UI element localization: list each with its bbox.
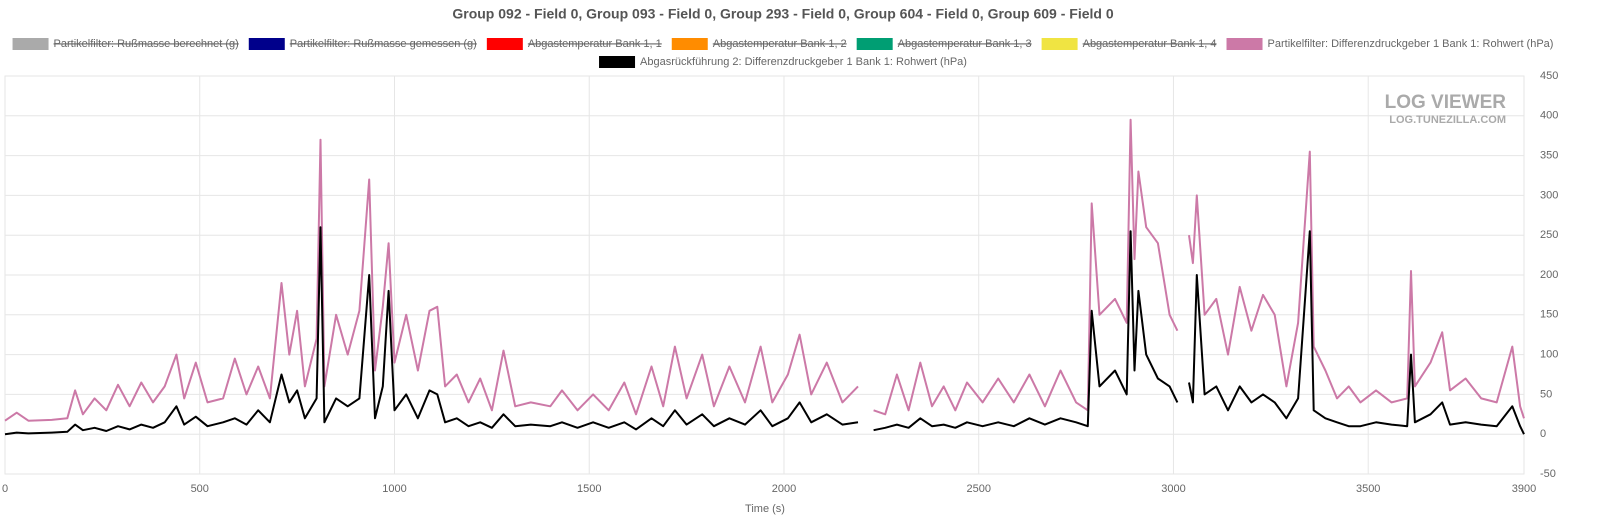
- y-tick-label: 400: [1540, 110, 1558, 122]
- legend-swatch: [12, 38, 49, 50]
- legend: Partikelfilter: Rußmasse berechnet (g) Pa…: [12, 38, 1554, 68]
- legend-label: Abgastemperatur Bank 1, 4: [1083, 38, 1217, 50]
- legend-label: Abgastemperatur Bank 1, 2: [713, 38, 847, 50]
- y-tick-label: 100: [1540, 349, 1558, 361]
- legend-label: Abgasrückführung 2: Differenzdruckgeber …: [640, 56, 967, 68]
- legend-label: Abgastemperatur Bank 1, 3: [898, 38, 1032, 50]
- y-tick-label: 200: [1540, 269, 1558, 281]
- x-tick-label: 2000: [772, 483, 796, 495]
- y-tick-label: 250: [1540, 229, 1558, 241]
- legend-item[interactable]: Abgasrückführung 2: Differenzdruckgeber …: [599, 56, 967, 68]
- x-tick-label: 1500: [577, 483, 601, 495]
- legend-swatch: [671, 38, 708, 50]
- x-tick-label: 1000: [382, 483, 406, 495]
- legend-label: Partikelfilter: Rußmasse berechnet (g): [54, 38, 239, 50]
- legend-item[interactable]: Partikelfilter: Rußmasse berechnet (g): [12, 38, 239, 50]
- legend-swatch: [248, 38, 285, 50]
- x-tick-label: 3500: [1356, 483, 1380, 495]
- y-tick-label: -50: [1540, 468, 1556, 480]
- watermark: LOG VIEWER: [1385, 92, 1507, 113]
- x-axis-title: Time (s): [745, 503, 785, 515]
- chart-title: Group 092 - Field 0, Group 093 - Field 0…: [452, 6, 1113, 22]
- x-tick-label: 3900: [1512, 483, 1536, 495]
- y-tick-label: 300: [1540, 189, 1558, 201]
- y-tick-label: 50: [1540, 388, 1552, 400]
- legend-item[interactable]: Abgastemperatur Bank 1, 3: [856, 38, 1032, 50]
- legend-label: Partikelfilter: Rußmasse gemessen (g): [290, 38, 477, 50]
- legend-swatch: [486, 38, 523, 50]
- legend-swatch: [856, 38, 893, 50]
- legend-item[interactable]: Abgastemperatur Bank 1, 1: [486, 38, 662, 50]
- legend-label: Partikelfilter: Differenzdruckgeber 1 Ba…: [1268, 38, 1554, 50]
- series-line: [4, 226, 1525, 436]
- x-tick-label: 0: [2, 483, 8, 495]
- legend-swatch: [1041, 38, 1078, 50]
- y-tick-label: 150: [1540, 309, 1558, 321]
- x-tick-label: 3000: [1161, 483, 1185, 495]
- watermark: LOG.TUNEZILLA.COM: [1389, 114, 1506, 126]
- legend-label: Abgastemperatur Bank 1, 1: [528, 38, 662, 50]
- legend-item[interactable]: Partikelfilter: Rußmasse gemessen (g): [248, 38, 477, 50]
- legend-item[interactable]: Abgastemperatur Bank 1, 2: [671, 38, 847, 50]
- legend-item[interactable]: Abgastemperatur Bank 1, 4: [1041, 38, 1217, 50]
- y-tick-label: 0: [1540, 428, 1546, 440]
- legend-swatch: [1226, 38, 1263, 50]
- x-tick-label: 2500: [966, 483, 990, 495]
- y-tick-label: 450: [1540, 70, 1558, 82]
- y-tick-label: 350: [1540, 150, 1558, 162]
- legend-swatch: [599, 56, 636, 68]
- series-line: [4, 118, 1525, 422]
- x-tick-label: 500: [191, 483, 209, 495]
- legend-item[interactable]: Partikelfilter: Differenzdruckgeber 1 Ba…: [1226, 38, 1554, 50]
